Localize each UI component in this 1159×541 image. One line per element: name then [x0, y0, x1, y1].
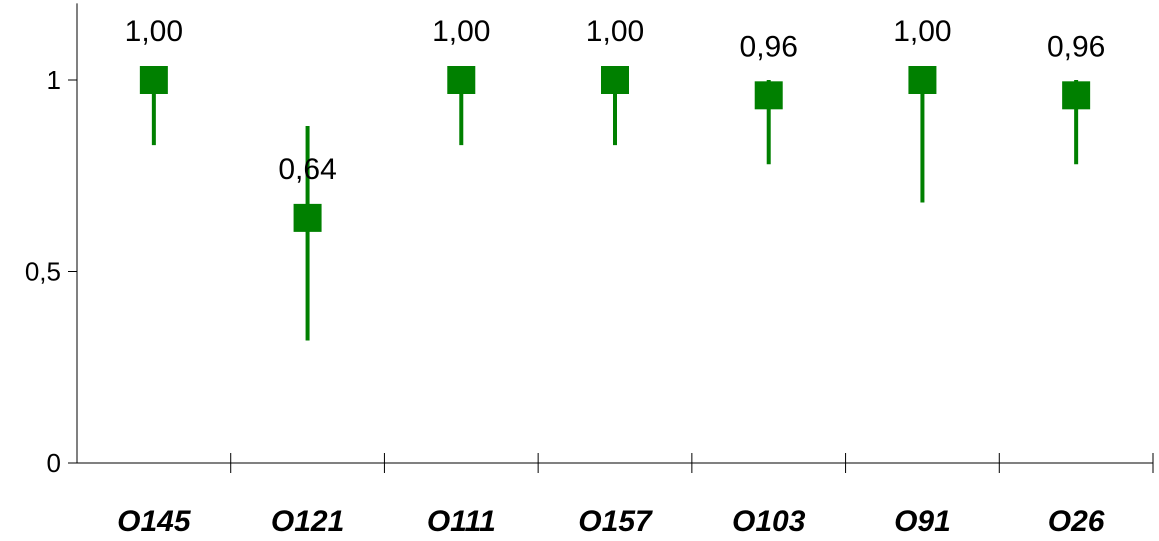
data-value-label: 1,00: [125, 15, 183, 48]
x-category-label: O157: [578, 505, 653, 538]
data-point-marker: [908, 66, 937, 94]
y-tick-label: 0: [47, 448, 61, 478]
y-tick-label: 0,5: [25, 257, 61, 287]
axes: [68, 3, 1154, 473]
data-point-marker: [1062, 81, 1091, 110]
x-category-label: O26: [1048, 505, 1105, 538]
x-category-label: O121: [271, 505, 344, 538]
x-category-label: O103: [732, 505, 806, 538]
chart-marks: [139, 66, 1091, 341]
data-value-label: 1,00: [432, 15, 490, 48]
data-point-marker: [601, 66, 629, 94]
data-value-label: 1,00: [893, 15, 951, 48]
data-value-label: 0,64: [278, 153, 336, 186]
x-category-label: O145: [117, 505, 192, 538]
data-value-label: 1,00: [586, 15, 644, 48]
data-point-marker: [293, 203, 322, 232]
chart-labels: 0 0,5 1 O145 O121 O111 O157 O103 O91 O26 1,00 0,64 1…: [25, 15, 1105, 538]
data-value-label: 0,96: [740, 30, 798, 63]
data-point-marker: [447, 66, 476, 94]
y-tick-label: 1: [47, 65, 61, 95]
data-value-label: 0,96: [1047, 30, 1105, 63]
x-category-label: O111: [427, 505, 496, 538]
data-point-marker: [754, 81, 783, 110]
data-point-marker: [139, 66, 168, 94]
x-category-label: O91: [894, 505, 951, 538]
